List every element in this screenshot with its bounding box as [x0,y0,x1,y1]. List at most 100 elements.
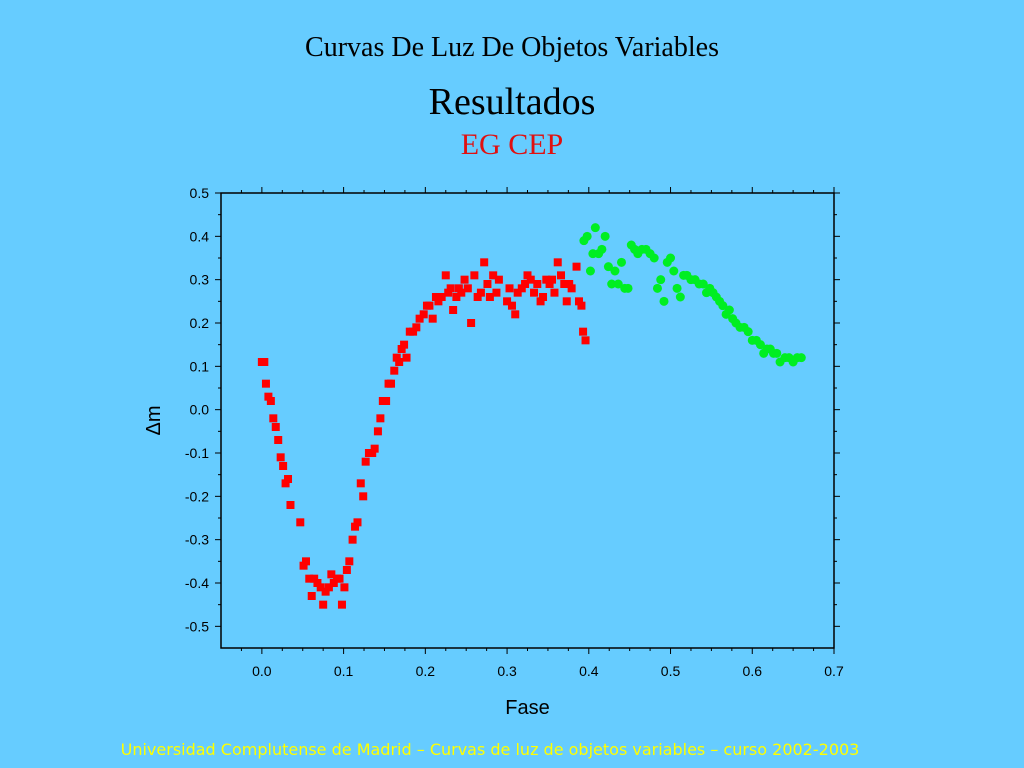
data-point-square [467,319,476,327]
y-tick-label: 0.3 [190,272,210,288]
data-point-square [335,574,344,583]
data-point-square [390,366,399,375]
data-point-square [513,288,522,297]
data-point-square [457,288,466,297]
data-point-circle [659,296,669,306]
data-point-circle [669,266,679,276]
data-point-square [494,275,503,284]
data-point-square [359,492,368,501]
data-point-square [342,566,351,574]
data-point-square [266,397,275,405]
data-point-square [483,280,492,288]
data-point-square [264,392,273,401]
data-point-square [505,284,514,293]
data-point-square [521,280,530,288]
data-point-square [319,600,328,609]
data-point-square [449,306,458,314]
data-point-square [368,449,377,457]
y-tick-label: 0.5 [190,185,210,201]
x-tick-label: 0.5 [661,663,681,679]
y-axis-label: Δm [143,405,165,435]
data-point-square [565,280,574,288]
data-point-square [431,293,440,301]
data-point-square [261,379,270,388]
data-point-square [441,271,450,280]
data-point-square [548,275,557,284]
data-point-circle [585,266,595,276]
y-axis: 0.5 0.4 0.3 0.2 0.1 0.0 -0.1 -0.2 -0.3 -0.4 -0.5 [185,185,840,634]
data-point-circle [582,231,592,241]
data-point-square [345,557,354,566]
data-point-square [454,284,463,293]
x-axis: 0.0 0.1 0.2 0.3 0.4 0.5 0.6 0.7 [240,187,844,679]
data-point-square [503,297,512,306]
data-point-circle [772,348,782,358]
y-tick-label: 0.4 [190,228,210,244]
data-point-square [542,275,551,284]
data-point-square [415,314,424,323]
data-point-square [581,336,590,345]
data-point-square [473,293,482,301]
data-point-square [296,518,305,527]
data-point-square [376,414,385,423]
data-point-square [260,358,269,366]
data-point-square [577,301,586,310]
y-tick-label: -0.1 [185,445,209,461]
data-point-square [402,353,411,362]
data-point-square [276,453,285,462]
data-point-circle [616,257,626,267]
y-tick-label: 0.2 [190,315,210,331]
data-point-square [307,592,316,600]
data-point-circle [675,292,685,302]
data-point-square [419,310,428,319]
data-point-square [492,288,501,297]
data-point-square [553,258,562,267]
data-point-square [302,557,311,566]
data-point-circle [796,353,806,363]
data-point-square [444,288,453,297]
data-point-circle [607,279,617,289]
data-point-circle [590,223,600,233]
data-point-square [507,301,516,310]
x-tick-label: 0.3 [497,663,517,679]
data-point-square [392,353,401,362]
data-point-square [550,288,559,297]
data-point-square [321,587,330,596]
data-point-square [539,293,548,301]
data-point-circle [603,262,613,272]
data-point-circle [672,283,682,293]
data-point-square [340,583,349,592]
data-point-square [316,583,325,592]
y-tick-label: -0.4 [185,575,209,591]
data-point-square [533,280,542,288]
data-point-square [511,310,520,319]
data-point-square [536,297,545,306]
data-point-square [452,293,461,301]
data-points [257,223,806,609]
y-tick-label: -0.5 [185,618,209,634]
object-name: EG CEP [460,128,564,161]
data-point-circle [743,327,753,337]
data-point-square [480,258,489,267]
data-point-square [337,600,346,609]
data-point-square [574,297,583,306]
data-point-square [446,284,455,293]
data-point-circle [600,231,610,241]
data-point-square [361,457,370,466]
data-point-square [279,462,288,470]
data-point-square [412,323,421,332]
data-point-square [526,275,535,284]
data-point-square [281,479,290,488]
data-point-square [382,397,391,405]
data-point-circle [755,340,765,350]
data-point-circle [652,283,662,293]
footer-text: Universidad Complutense de Madrid – Curv… [120,740,860,759]
data-point-square [348,535,357,544]
data-point-square [286,501,295,509]
y-tick-label: 0.1 [190,358,210,374]
data-point-square [567,284,576,293]
data-point-square [470,271,479,280]
data-point-square [545,280,554,288]
data-point-square [353,518,362,527]
